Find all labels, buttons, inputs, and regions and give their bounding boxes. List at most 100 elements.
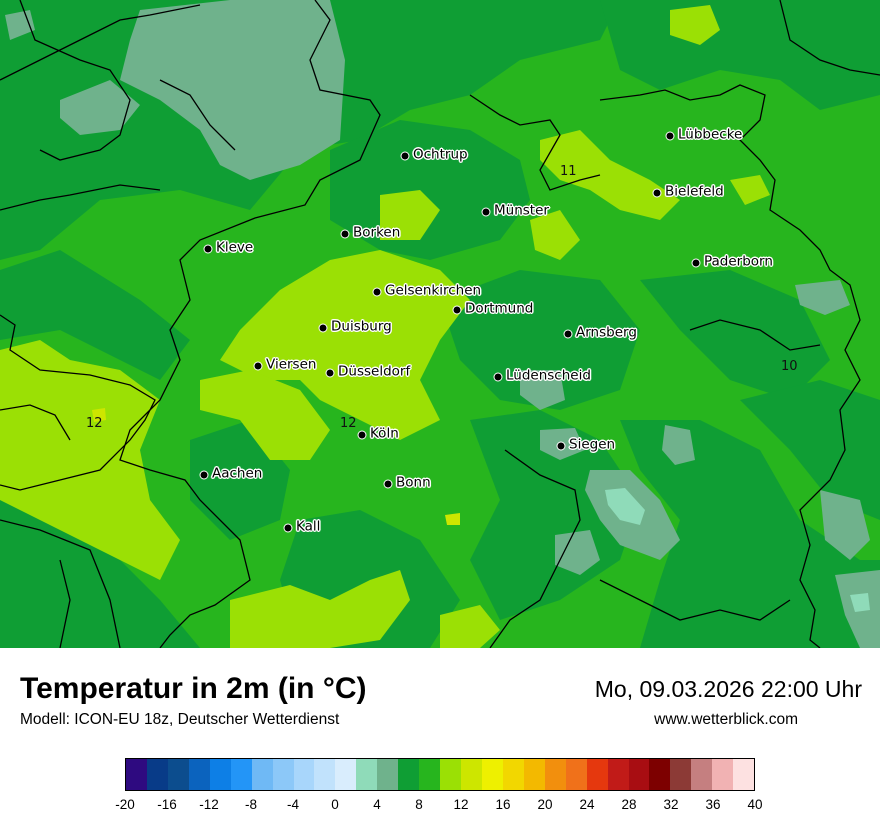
legend-tick-label: 28 <box>621 797 637 812</box>
legend-swatch <box>419 759 441 790</box>
legend-swatch <box>712 759 734 790</box>
city-dot-icon <box>325 368 335 378</box>
legend-swatch <box>335 759 357 790</box>
city-dot-icon <box>400 151 410 161</box>
legend-swatch <box>272 759 294 790</box>
legend-tick-label: 4 <box>373 797 381 812</box>
city-dot-icon <box>203 244 213 254</box>
legend-tick-label: 36 <box>705 797 721 812</box>
city-dot-icon <box>481 207 491 217</box>
city-label: Bonn <box>396 474 431 491</box>
legend-tick-label: -4 <box>286 797 300 812</box>
legend-swatch <box>188 759 210 790</box>
city-dot-icon <box>318 323 328 333</box>
city-dot-icon <box>563 329 573 339</box>
city-label: Borken <box>353 224 401 241</box>
city-dot-icon <box>665 131 675 141</box>
city-dot-icon <box>493 372 503 382</box>
city-label: Dortmund <box>465 300 534 317</box>
city-dot-icon <box>253 361 263 371</box>
legend-tick-label: 16 <box>495 797 511 812</box>
contour-label: 12 <box>86 416 103 431</box>
legend-tick-label: -20 <box>115 797 135 812</box>
legend-swatch <box>146 759 168 790</box>
city-label: Bielefeld <box>665 183 724 200</box>
legend-tick-label: 0 <box>331 797 339 812</box>
city-dot-icon <box>452 305 462 315</box>
website-link[interactable]: www.wetterblick.com <box>654 711 798 728</box>
legend-swatch <box>398 759 420 790</box>
city-label: Arnsberg <box>576 324 637 341</box>
city-dot-icon <box>340 229 350 239</box>
legend-swatch <box>209 759 231 790</box>
temperature-field-12 <box>0 5 770 648</box>
city-label: Kleve <box>216 239 254 256</box>
legend-swatch <box>167 759 189 790</box>
city-label: Duisburg <box>331 318 392 335</box>
legend-swatch <box>293 759 315 790</box>
city-dot-icon <box>691 258 701 268</box>
legend-swatch <box>523 759 545 790</box>
model-info: Modell: ICON-EU 18z, Deutscher Wetterdie… <box>20 711 340 728</box>
city-label: Köln <box>370 425 399 442</box>
city-label: Ochtrup <box>413 146 468 163</box>
legend-tick-label: 8 <box>415 797 423 812</box>
city-label: Lüdenscheid <box>506 367 591 384</box>
legend-tick-label: 32 <box>663 797 679 812</box>
legend-tick-label: 12 <box>453 797 469 812</box>
legend-tick-label: 20 <box>537 797 553 812</box>
legend-swatch <box>440 759 461 790</box>
legend-tick-label: -12 <box>199 797 219 812</box>
temperature-field-4 <box>605 488 870 612</box>
legend-tick-label: -8 <box>244 797 258 812</box>
legend-swatch <box>607 759 629 790</box>
legend-swatch <box>251 759 273 790</box>
city-dot-icon <box>383 479 393 489</box>
city-label: Paderborn <box>704 253 773 270</box>
color-legend <box>125 758 755 791</box>
state-borders <box>0 0 880 648</box>
city-dot-icon <box>372 287 382 297</box>
legend-swatch <box>461 759 482 790</box>
legend-swatch <box>544 759 566 790</box>
chart-title: Temperatur in 2m (in °C) <box>20 672 367 705</box>
legend-swatch <box>377 759 399 790</box>
legend-swatch <box>230 759 252 790</box>
city-label: Lübbecke <box>678 126 743 143</box>
legend-swatch <box>126 759 147 790</box>
legend-swatch <box>733 759 755 790</box>
city-dot-icon <box>652 188 662 198</box>
city-dot-icon <box>283 523 293 533</box>
city-dot-icon <box>357 430 367 440</box>
map-canvas <box>0 0 880 648</box>
legend-swatch <box>356 759 378 790</box>
city-label: Kall <box>296 518 321 535</box>
city-label: Siegen <box>569 436 616 453</box>
forecast-datetime: Mo, 09.03.2026 22:00 Uhr <box>594 676 862 702</box>
legend-ticks: -20 -16 -12 -8 -4 0 4 8 12 16 20 24 28 32 36 40 <box>115 797 762 817</box>
legend-swatch <box>481 759 503 790</box>
legend-swatch <box>691 759 713 790</box>
city-label: Gelsenkirchen <box>385 282 482 299</box>
contour-label: 12 <box>340 416 357 431</box>
legend-swatch <box>314 759 336 790</box>
contour-label: 10 <box>781 359 798 374</box>
temperature-field-14 <box>92 408 460 525</box>
legend-swatch <box>628 759 650 790</box>
city-dot-icon <box>556 441 566 451</box>
city-label: Düsseldorf <box>338 363 411 380</box>
legend-swatch <box>502 759 524 790</box>
temperature-map: Ochtrup Lübbecke Bielefeld Münster Borken Kle… <box>0 0 880 648</box>
legend-swatch <box>670 759 692 790</box>
legend-tick-label: -16 <box>157 797 177 812</box>
city-label: Münster <box>494 202 549 219</box>
legend-swatch <box>586 759 608 790</box>
city-label: Aachen <box>212 465 263 482</box>
legend-tick-label: 24 <box>579 797 595 812</box>
legend-swatch <box>649 759 671 790</box>
legend-tick-label: 40 <box>747 797 763 812</box>
legend-swatch <box>565 759 587 790</box>
city-label: Viersen <box>266 356 317 373</box>
city-dot-icon <box>199 470 209 480</box>
contour-label: 11 <box>560 164 577 179</box>
